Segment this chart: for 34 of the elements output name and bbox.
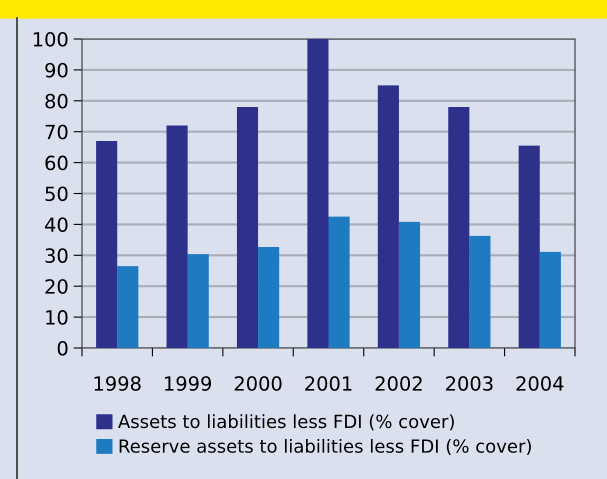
- bar: [518, 146, 540, 348]
- y-tick-label: 0: [58, 340, 68, 356]
- bar: [258, 246, 280, 348]
- bar: [166, 126, 188, 348]
- y-tick-label: 40: [45, 217, 68, 232]
- y-tick-label: 80: [45, 94, 68, 108]
- x-tick-label: 1999: [165, 376, 212, 391]
- y-tick-label: 90: [45, 62, 68, 78]
- legend-label: Assets to liabilities less FDI (% cover): [118, 414, 454, 430]
- bar: [117, 266, 138, 348]
- x-tick-label: 2001: [305, 376, 352, 391]
- x-tick-label: 2003: [446, 376, 493, 391]
- bar: [328, 216, 350, 348]
- y-tick-label: 70: [46, 124, 68, 140]
- y-tick-label: 100: [34, 32, 68, 47]
- x-tick-label: 2002: [376, 376, 422, 391]
- y-tick-label: 30: [46, 248, 68, 263]
- bar: [236, 106, 258, 348]
- bar: [469, 236, 490, 348]
- x-tick-label: 2004: [516, 376, 564, 391]
- legend-label: Reserve assets to liabilities less FDI (% cover): [120, 438, 531, 456]
- x-tick-label: 2000: [234, 376, 282, 391]
- y-tick-label: 50: [46, 186, 68, 202]
- y-tick-label: 20: [45, 279, 68, 294]
- bar: [398, 222, 420, 348]
- x-tick-label: 1998: [94, 376, 141, 391]
- y-tick-label: 60: [45, 156, 68, 170]
- bar: [448, 106, 470, 348]
- bar: [540, 252, 561, 348]
- bar: [188, 254, 209, 348]
- bar: [307, 39, 328, 348]
- y-tick-label: 10: [46, 310, 68, 325]
- bar: [96, 140, 118, 348]
- bar: [378, 85, 399, 348]
